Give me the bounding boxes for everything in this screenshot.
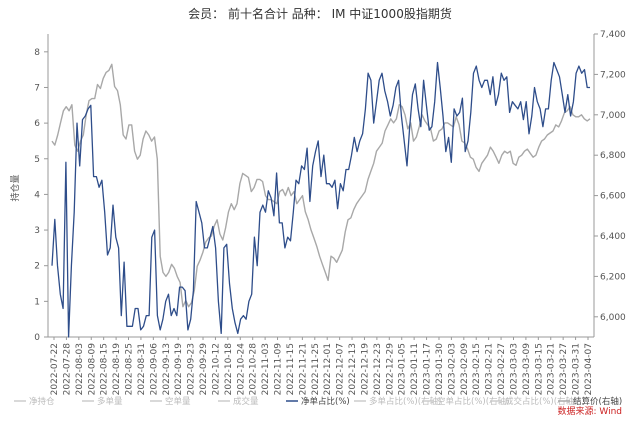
x-tick-label: 2022-11-15: [286, 343, 296, 395]
x-tick-label: 2022-08-03: [75, 343, 85, 395]
x-tick-label: 2023-04-07: [584, 343, 594, 395]
x-tick-label: 2022-09-13: [162, 343, 172, 395]
x-tick-label: 2022-11-09: [274, 343, 284, 396]
data-source: 数据来源: Wind: [557, 405, 622, 417]
right-tick-label: 6,000: [600, 313, 626, 323]
legend-item[interactable]: 结算价(右轴): [573, 396, 622, 407]
right-tick-label: 7,000: [600, 111, 626, 121]
x-tick-label: 2022-07-22: [50, 343, 60, 395]
x-tick-label: 2022-09-06: [149, 343, 159, 396]
x-tick-label: 2022-12-01: [323, 343, 333, 395]
y-axis-label: 持仓量: [9, 174, 21, 201]
x-tick-label: 2022-08-09: [87, 343, 97, 396]
x-tick-label: 2022-12-07: [336, 343, 346, 395]
left-tick-label: 6: [34, 119, 40, 129]
legend-item[interactable]: 净持仓: [29, 396, 55, 407]
x-tick-label: 2023-01-17: [423, 343, 433, 395]
right-y-axis: 6,000 6,200 6,400 6,600 6,800 7,000 7,200 7,400: [594, 30, 626, 323]
x-tick-label: 2022-10-18: [224, 343, 234, 396]
x-axis: 2022-07-22 2022-07-28 2022-08-03 2022-08-09…: [50, 337, 594, 395]
legend-item[interactable]: 净单占比(%): [301, 396, 350, 407]
x-tick-label: 2023-03-03: [509, 343, 519, 395]
x-tick-label: 2022-10-12: [211, 343, 221, 395]
legend-item[interactable]: 成交量: [233, 396, 259, 407]
right-tick-label: 6,800: [600, 151, 626, 161]
right-tick-label: 7,400: [600, 30, 626, 40]
x-tick-label: 2023-02-15: [472, 343, 482, 395]
left-tick-label: 0: [34, 333, 40, 343]
x-tick-label: 2022-08-25: [125, 343, 135, 395]
x-tick-label: 2022-10-28: [249, 343, 259, 396]
legend: 净持仓 多单量 空单量 成交量 净单占比(%) 多单占比(%)(右轴)空单占比(%)(右轴…: [14, 396, 622, 407]
x-tick-label: 2022-12-23: [373, 343, 383, 395]
x-tick-label: 2023-03-31: [572, 343, 582, 395]
right-tick-label: 6,200: [600, 272, 626, 282]
x-tick-label: 2023-01-30: [435, 343, 445, 396]
x-tick-label: 2023-01-11: [410, 343, 420, 395]
left-tick-label: 2: [34, 262, 40, 272]
x-tick-label: 2022-11-25: [311, 343, 321, 395]
x-tick-label: 2023-03-15: [534, 343, 544, 395]
x-tick-label: 2022-12-29: [385, 343, 395, 396]
x-tick-label: 2023-02-21: [485, 343, 495, 395]
left-tick-label: 4: [34, 190, 40, 200]
series-line: [51, 63, 591, 308]
x-tick-label: 2022-09-23: [187, 343, 197, 395]
x-tick-label: 2023-02-09: [460, 343, 470, 396]
x-tick-label: 2023-02-27: [497, 343, 507, 395]
left-tick-label: 8: [34, 48, 40, 58]
left-tick-label: 7: [34, 83, 40, 93]
legend-item[interactable]: 多单占比(%)(右轴): [369, 396, 441, 407]
right-tick-label: 6,600: [600, 192, 626, 202]
right-tick-label: 6,400: [600, 232, 626, 242]
x-tick-label: 2022-07-28: [62, 343, 72, 396]
series-layer: [51, 61, 591, 338]
right-tick-label: 7,200: [600, 70, 626, 80]
x-tick-label: 2022-09-19: [174, 343, 184, 396]
legend-item[interactable]: 空单量: [165, 396, 191, 407]
x-tick-label: 2022-09-29: [199, 343, 209, 396]
left-tick-label: 3: [34, 226, 40, 236]
series-line: [51, 61, 590, 338]
left-y-axis: 0 1 2 3 4 5 6 7 8: [34, 48, 48, 343]
left-tick-label: 1: [34, 297, 40, 307]
x-tick-label: 2023-01-05: [398, 343, 408, 395]
x-tick-label: 2022-10-24: [236, 343, 246, 396]
x-tick-label: 2022-08-15: [100, 343, 110, 395]
legend-item[interactable]: 成交占比(%)(右轴): [505, 396, 577, 407]
x-tick-label: 2023-02-03: [447, 343, 457, 395]
x-tick-label: 2022-11-21: [298, 343, 308, 395]
x-tick-label: 2022-12-13: [348, 343, 358, 395]
legend-item[interactable]: 多单量: [97, 396, 123, 407]
x-tick-label: 2023-03-09: [522, 343, 532, 396]
x-tick-label: 2023-03-21: [547, 343, 557, 395]
x-tick-label: 2022-11-03: [261, 343, 271, 395]
x-tick-label: 2023-03-27: [559, 343, 569, 395]
left-tick-label: 5: [34, 155, 40, 165]
x-tick-label: 2022-12-19: [360, 343, 370, 396]
legend-item[interactable]: 空单占比(%)(右轴): [437, 396, 509, 407]
chart-title: 会员： 前十名合计 品种： IM 中证1000股指期货: [188, 6, 452, 21]
x-tick-label: 2022-08-31: [137, 343, 147, 395]
x-tick-label: 2022-08-19: [112, 343, 122, 396]
